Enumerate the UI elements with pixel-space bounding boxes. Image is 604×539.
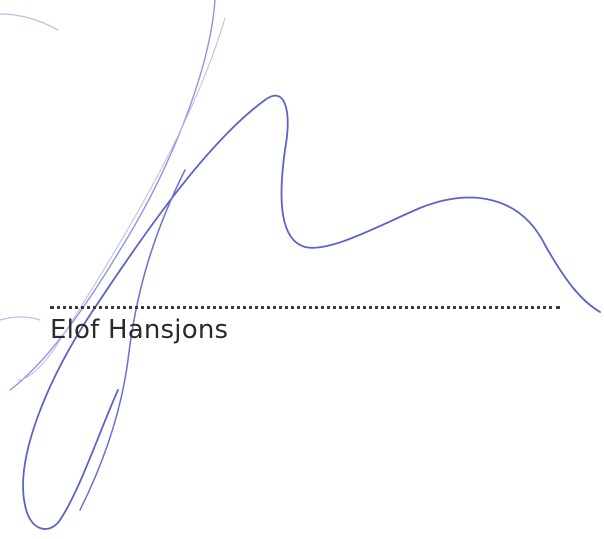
signature-stroke-secondary [79,169,186,511]
signature-stroke-faint-top [0,13,59,31]
signer-name: Elof Hansjons [50,315,229,345]
signature-line [50,306,560,309]
signature-stroke-faint-long [9,0,216,391]
signature-stroke-faint-diag [17,17,226,381]
signature-stroke-faint-left [0,316,41,321]
signature-stroke-main [22,94,601,530]
